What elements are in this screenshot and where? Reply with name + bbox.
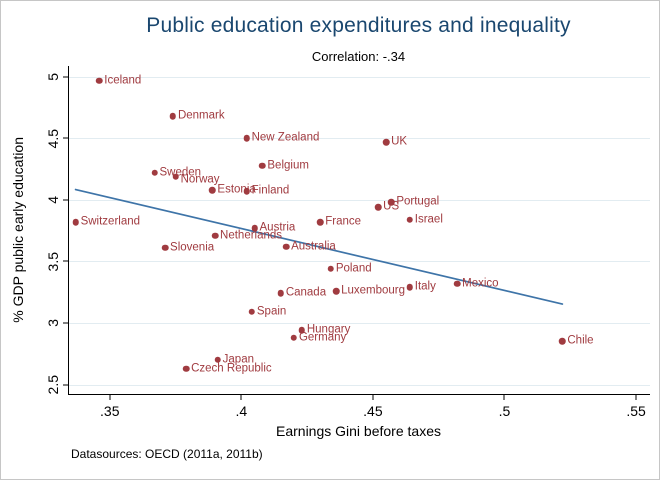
- data-point-poland: [327, 265, 335, 273]
- point-label-france: France: [325, 215, 362, 228]
- point-label-portugal: Portugal: [396, 195, 440, 208]
- point-label-estonia: Estonia: [217, 183, 256, 196]
- y-axis-tick: [63, 76, 69, 78]
- point-label-italy: Italy: [414, 280, 436, 293]
- trend-line-layer: [74, 188, 564, 305]
- data-point-luxembourg: [332, 287, 340, 295]
- point-label-denmark: Denmark: [177, 109, 225, 122]
- data-point-switzerland: [72, 218, 79, 226]
- data-point-japan: [214, 356, 221, 364]
- point-label-czech-republic: Czech Republic: [191, 362, 272, 375]
- x-axis-title: Earnings Gini before taxes: [276, 423, 441, 439]
- chart-subtitle: Correlation: -.34: [311, 49, 406, 64]
- point-label-israel: Israel: [414, 213, 443, 226]
- x-axis-tick: [503, 394, 505, 400]
- grid-line: [69, 76, 650, 78]
- point-label-netherlands: Netherlands: [220, 229, 283, 242]
- data-point-italy: [406, 284, 413, 291]
- x-tick-label: .35: [100, 403, 120, 419]
- y-axis-tick: [63, 384, 69, 386]
- y-axis-tick: [63, 260, 69, 262]
- x-axis-tick: [372, 394, 374, 400]
- y-axis-title: % GDP public early education: [10, 137, 26, 323]
- x-tick-label: .55: [626, 403, 646, 419]
- data-point-spain: [248, 308, 256, 316]
- x-axis-tick: [635, 394, 637, 400]
- y-tick-label-text: 4: [45, 196, 61, 204]
- data-point-new-zealand: [243, 135, 250, 142]
- data-point-us: [374, 204, 382, 211]
- x-axis-tick: [109, 394, 111, 400]
- x-axis-tick: [240, 394, 242, 400]
- data-point-iceland: [96, 77, 103, 84]
- data-point-mexico: [453, 280, 461, 287]
- data-point-belgium: [259, 162, 266, 169]
- point-label-finland: Finland: [251, 184, 290, 197]
- y-tick-label-text: 3: [45, 319, 61, 327]
- data-point-norway: [172, 173, 179, 180]
- x-tick-label: .45: [363, 403, 383, 419]
- point-label-norway: Norway: [180, 173, 220, 186]
- point-label-us: US: [383, 200, 400, 213]
- point-label-luxembourg: Luxembourg: [341, 284, 406, 297]
- point-label-japan: Japan: [222, 353, 254, 366]
- point-label-spain: Spain: [256, 305, 287, 318]
- data-point-france: [317, 218, 324, 226]
- y-tick-label-text: 3.5: [45, 251, 61, 272]
- point-label-sweden: Sweden: [159, 166, 202, 179]
- point-label-hungary: Hungary: [306, 323, 351, 336]
- y-axis-tick: [63, 322, 69, 324]
- point-label-new-zealand: New Zealand: [251, 131, 320, 144]
- data-point-germany: [290, 334, 298, 342]
- data-point-slovenia: [161, 244, 169, 252]
- data-point-chile: [559, 338, 566, 345]
- grid-line: [69, 261, 650, 263]
- grid-line: [69, 199, 650, 201]
- point-label-germany: Germany: [298, 331, 347, 344]
- data-point-czech-republic: [182, 365, 190, 372]
- point-label-canada: Canada: [285, 286, 327, 299]
- grid-line: [69, 384, 650, 386]
- data-point-netherlands: [211, 232, 219, 239]
- point-label-chile: Chile: [567, 334, 594, 347]
- data-point-austria: [251, 225, 258, 232]
- y-axis-tick: [63, 137, 69, 139]
- point-label-australia: Australia: [291, 240, 336, 253]
- data-point-finland: [243, 188, 250, 195]
- point-label-mexico: Mexico: [462, 277, 499, 290]
- data-point-denmark: [169, 113, 177, 120]
- data-point-estonia: [209, 186, 216, 194]
- y-tick-label-text: 4.5: [45, 128, 61, 149]
- chart-title: Public education expenditures and inequa…: [146, 14, 571, 37]
- point-label-uk: UK: [391, 135, 408, 148]
- data-point-israel: [406, 216, 413, 223]
- point-label-austria: Austria: [259, 221, 296, 234]
- x-tick-label: .5: [498, 403, 511, 419]
- y-tick-label-text: 2.5: [45, 374, 61, 395]
- data-point-sweden: [151, 169, 158, 177]
- y-tick-label-text: 5: [45, 73, 61, 81]
- data-point-australia: [282, 243, 290, 250]
- point-label-belgium: Belgium: [267, 159, 309, 172]
- point-label-slovenia: Slovenia: [170, 241, 215, 254]
- grid-line: [69, 323, 650, 324]
- y-axis-tick: [63, 199, 69, 201]
- data-point-portugal: [388, 199, 395, 206]
- datasource-note: Datasources: OECD (2011a, 2011b): [71, 447, 263, 461]
- grid-line: [69, 138, 650, 140]
- data-point-uk: [382, 138, 390, 146]
- plot-area: 2.5 3 3.5 4 4.5 5 .35 .4 .45 .5 .55 Iceland Denmark N…: [45, 66, 650, 419]
- point-label-poland: Poland: [335, 262, 372, 275]
- data-point-canada: [277, 290, 285, 297]
- data-point-hungary: [298, 327, 306, 334]
- y-tick-label: 5: [45, 37, 61, 117]
- point-label-iceland: Iceland: [104, 74, 142, 87]
- x-tick-label: .4: [235, 403, 248, 419]
- trend-line: [74, 188, 564, 305]
- y-axis-title-wrap: % GDP public early education: [9, 66, 27, 394]
- point-label-switzerland: Switzerland: [80, 215, 141, 228]
